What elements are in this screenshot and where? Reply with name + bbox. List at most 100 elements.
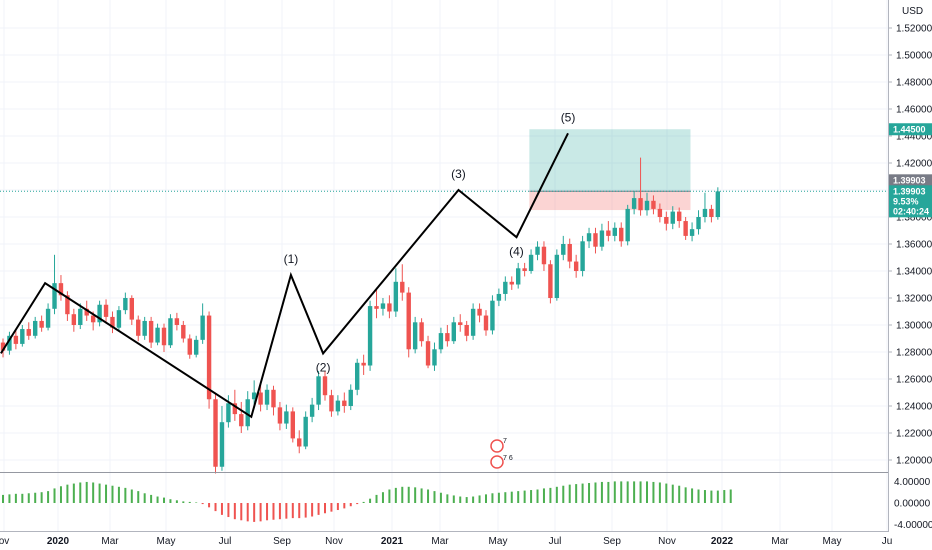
price-tick-label: 1.42000	[896, 159, 932, 170]
oscillator-bar	[523, 490, 526, 503]
oscillator-bar	[575, 484, 578, 503]
oscillator-bar	[317, 503, 320, 515]
candle-body	[677, 211, 682, 222]
oscillator-bar	[27, 493, 30, 503]
oscillator-bar	[646, 481, 648, 503]
elliott-wave-drawing[interactable]	[0, 132, 569, 419]
candle-body	[689, 229, 695, 236]
candlestick-series	[0, 157, 721, 474]
candle-body	[258, 392, 263, 405]
oscillator-bar	[439, 492, 442, 503]
candle-body	[200, 315, 205, 340]
candle-body	[406, 292, 411, 350]
candle-body	[161, 327, 167, 346]
chart-grid	[0, 0, 888, 531]
event-icon[interactable]	[490, 439, 504, 453]
oscillator-bar	[336, 503, 339, 511]
wave-labels: (1) (2) (3) (4) (5)	[284, 110, 576, 374]
oscillator-bar	[588, 483, 591, 503]
oscillator-bar	[665, 483, 668, 503]
oscillator-bar	[639, 481, 642, 503]
oscillator-bar	[117, 486, 120, 503]
time-tick-label: Jul	[219, 536, 232, 547]
oscillator-bar	[111, 485, 114, 503]
oscillator-tick-label: -4.00000	[894, 520, 932, 531]
long-position-tool[interactable]	[529, 129, 691, 211]
price-tick-label: 1.20000	[896, 456, 932, 467]
candle-body	[33, 320, 38, 336]
candle-body	[664, 217, 669, 224]
candle-body	[355, 362, 360, 390]
candle-body	[638, 198, 643, 211]
candle-body	[451, 322, 456, 342]
time-tick-label: May	[823, 536, 842, 547]
oscillator-bar	[163, 497, 165, 503]
oscillator-bar	[555, 486, 558, 503]
candle-body	[277, 407, 283, 424]
position-loss-zone[interactable]	[529, 191, 691, 211]
candle-body	[26, 329, 31, 336]
event-icon[interactable]	[490, 455, 504, 469]
candle-body	[84, 308, 89, 316]
time-tick-label: May	[489, 536, 508, 547]
oscillator-bar	[330, 503, 333, 512]
candle-body	[348, 389, 353, 406]
oscillator-bar	[658, 482, 661, 503]
oscillator-bar	[626, 481, 629, 503]
candle-body	[148, 320, 154, 343]
oscillator-bar	[14, 493, 17, 503]
candle-body	[470, 308, 476, 336]
oscillator-histogram	[2, 481, 732, 522]
candle-body	[264, 389, 270, 405]
oscillator-bar	[59, 486, 62, 503]
candle-body	[522, 268, 527, 271]
oscillator-bar	[394, 487, 397, 503]
oscillator-bar	[703, 490, 706, 503]
candle-body	[90, 315, 96, 323]
oscillator-bar	[8, 494, 11, 503]
candle-body	[554, 254, 560, 298]
candle-body	[586, 233, 592, 242]
oscillator-bar	[369, 498, 372, 503]
candle-body	[625, 208, 630, 242]
candle-body	[374, 306, 379, 309]
candle-body	[335, 400, 341, 412]
candle-body	[103, 304, 109, 317]
candle-body	[503, 281, 508, 294]
time-tick-label: Nov	[658, 536, 676, 547]
time-axis[interactable]: ov 2020 Mar May Jul Sep Nov 2021 Mar May Jul Sep Nov…	[0, 536, 892, 547]
candle-body	[181, 325, 186, 339]
candle-body	[219, 422, 225, 467]
candle-body	[432, 349, 437, 366]
candle-body	[239, 414, 244, 427]
oscillator-bar	[137, 491, 140, 503]
oscillator-axis[interactable]: 4.00000 0.00000 -4.00000	[894, 477, 932, 531]
candle-body	[709, 208, 714, 217]
oscillator-bar	[381, 492, 384, 503]
candle-body	[78, 308, 83, 325]
position-profit-zone[interactable]	[529, 129, 691, 192]
oscillator-bar	[530, 490, 533, 503]
candle-body	[58, 283, 64, 296]
oscillator-bar	[182, 501, 185, 503]
oscillator-bar	[34, 492, 37, 503]
candle-body	[116, 310, 122, 328]
oscillator-bar	[124, 487, 127, 503]
candle-body	[97, 304, 102, 323]
candle-body	[329, 395, 334, 412]
candle-body	[0, 342, 6, 351]
event-markers[interactable]: 7 7 6	[490, 438, 513, 469]
oscillator-bar	[723, 490, 726, 503]
oscillator-bar	[356, 503, 359, 505]
candle-body	[303, 416, 308, 447]
candle-body	[65, 295, 70, 315]
candle-body	[509, 281, 514, 285]
price-tick-label: 1.26000	[896, 375, 932, 386]
candle-body	[322, 376, 328, 396]
current-price-tag	[889, 185, 932, 218]
candle-body	[316, 376, 321, 405]
price-tick-label: 1.48000	[896, 78, 932, 89]
candle-body	[226, 403, 231, 423]
oscillator-bar	[53, 488, 56, 503]
